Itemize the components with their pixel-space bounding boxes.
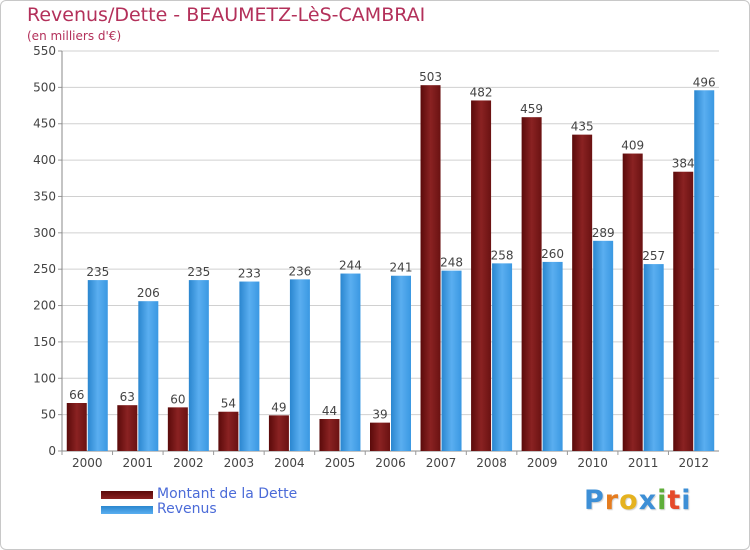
- bar-revenus: [542, 261, 563, 451]
- x-tick-label: 2004: [274, 456, 305, 470]
- y-tick-label: 150: [33, 335, 56, 349]
- data-label-revenus: 235: [187, 265, 210, 279]
- y-tick-label: 0: [48, 444, 56, 458]
- data-label-revenus: 244: [339, 259, 362, 273]
- bar-revenus: [289, 279, 310, 451]
- x-tick-label: 2012: [678, 456, 709, 470]
- x-tick-label: 2002: [173, 456, 204, 470]
- y-tick-label: 300: [33, 226, 56, 240]
- x-tick-label: 2003: [224, 456, 255, 470]
- x-tick-label: 2009: [527, 456, 558, 470]
- data-label-dette: 54: [221, 397, 236, 411]
- y-tick-label: 500: [33, 80, 56, 94]
- data-label-dette: 482: [470, 85, 493, 99]
- logo-letter: t: [667, 485, 682, 516]
- data-label-revenus: 233: [238, 267, 261, 281]
- y-tick-label: 400: [33, 153, 56, 167]
- logo-letter: r: [604, 485, 620, 516]
- x-tick-label: 2000: [72, 456, 103, 470]
- data-label-revenus: 260: [541, 247, 564, 261]
- logo-letter: P: [584, 485, 605, 516]
- bar-dette: [521, 117, 542, 451]
- bar-dette: [420, 85, 441, 451]
- y-tick-label: 550: [33, 44, 56, 58]
- data-label-dette: 63: [120, 390, 135, 404]
- data-label-revenus: 496: [693, 75, 716, 89]
- legend-swatch-revenus: [101, 506, 153, 514]
- x-tick-label: 2011: [628, 456, 659, 470]
- bar-revenus: [492, 263, 513, 451]
- bar-dette: [471, 100, 492, 452]
- y-tick-label: 200: [33, 299, 56, 313]
- data-label-revenus: 235: [86, 265, 109, 279]
- bar-dette: [117, 405, 138, 451]
- data-label-revenus: 206: [137, 286, 160, 300]
- legend-swatch-dette: [101, 491, 153, 499]
- bar-dette: [622, 153, 643, 451]
- data-label-dette: 459: [520, 102, 543, 116]
- data-label-dette: 39: [372, 408, 387, 422]
- bar-revenus: [441, 270, 462, 451]
- data-label-revenus: 289: [592, 226, 615, 240]
- data-label-dette: 60: [170, 392, 185, 406]
- bar-dette: [370, 422, 390, 451]
- data-label-revenus: 258: [491, 248, 514, 262]
- logo-letter: o: [619, 485, 639, 516]
- data-label-dette: 503: [419, 70, 442, 84]
- data-label-dette: 44: [322, 404, 337, 418]
- bar-revenus: [138, 301, 159, 451]
- x-tick-label: 2005: [325, 456, 356, 470]
- y-tick-label: 250: [33, 262, 56, 276]
- y-tick-label: 50: [41, 408, 56, 422]
- x-tick-label: 2010: [577, 456, 608, 470]
- bar-dette: [673, 171, 694, 451]
- data-label-revenus: 236: [288, 264, 311, 278]
- bar-revenus: [188, 280, 209, 451]
- x-tick-label: 2006: [375, 456, 406, 470]
- data-label-revenus: 257: [642, 249, 665, 263]
- chart-subtitle: (en milliers d'€): [27, 29, 122, 43]
- data-label-revenus: 248: [440, 256, 463, 270]
- bar-dette: [572, 134, 593, 452]
- bar-revenus: [87, 280, 108, 451]
- data-label-dette: 66: [69, 388, 84, 402]
- proxiti-logo: Proxiti: [584, 485, 692, 516]
- bar-revenus: [593, 240, 614, 451]
- bar-revenus: [239, 281, 260, 451]
- bar-revenus: [643, 264, 664, 451]
- legend-label-revenus: Revenus: [157, 501, 217, 517]
- data-label-dette: 49: [271, 400, 286, 414]
- data-label-dette: 384: [672, 157, 695, 171]
- x-tick-label: 2007: [426, 456, 457, 470]
- bar-revenus: [391, 275, 411, 451]
- logo-letter: x: [638, 485, 658, 516]
- chart-title: Revenus/Dette - BEAUMETZ-LèS-CAMBRAI: [27, 4, 426, 26]
- y-tick-label: 100: [33, 371, 56, 385]
- bar-dette: [66, 403, 87, 451]
- x-tick-label: 2001: [123, 456, 154, 470]
- data-label-dette: 409: [621, 139, 644, 153]
- bar-revenus: [694, 90, 715, 451]
- bar-dette: [319, 419, 340, 451]
- data-label-revenus: 241: [390, 261, 413, 275]
- logo-letter: i: [657, 485, 668, 516]
- legend-label-dette: Montant de la Dette: [157, 486, 298, 502]
- y-tick-label: 350: [33, 189, 56, 203]
- data-label-dette: 435: [571, 120, 594, 134]
- logo-letter: i: [681, 485, 692, 516]
- bar-revenus: [340, 273, 361, 451]
- y-tick-label: 450: [33, 117, 56, 131]
- bar-dette: [268, 415, 289, 451]
- bar-dette: [218, 411, 239, 451]
- x-tick-label: 2008: [476, 456, 507, 470]
- bar-dette: [167, 407, 188, 451]
